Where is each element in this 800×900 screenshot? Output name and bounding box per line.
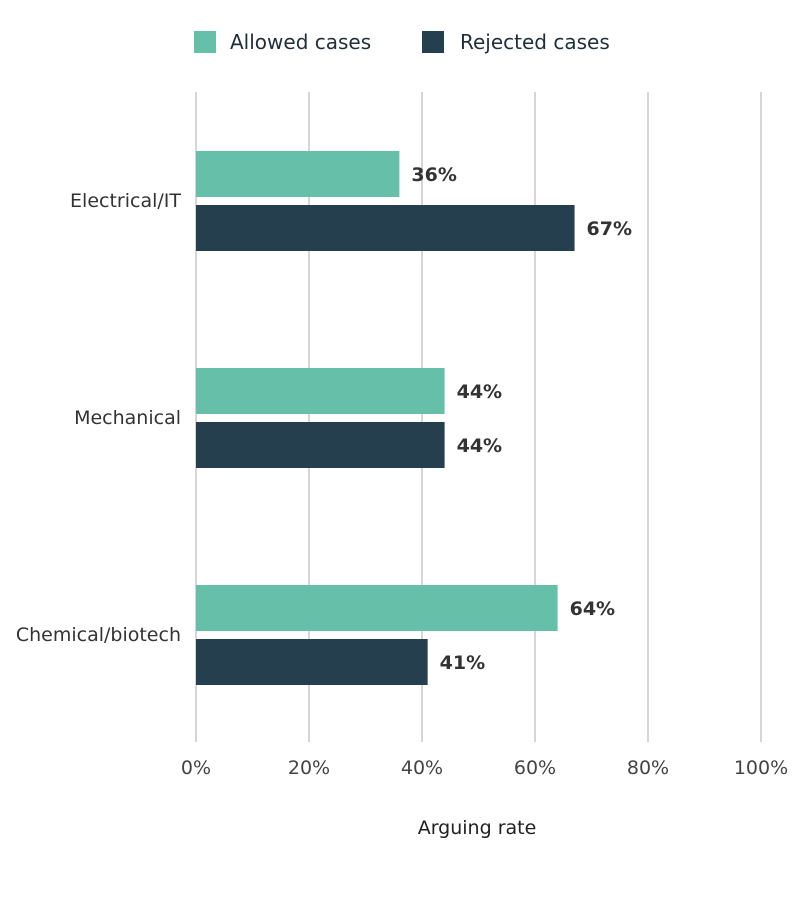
legend-swatch-allowed <box>194 31 216 53</box>
category-label-chemical-biotech: Chemical/biotech <box>16 624 181 646</box>
category-label-electrical-it: Electrical/IT <box>70 190 181 212</box>
value-label-electrical-it-rejected: 67% <box>587 218 632 240</box>
bar-mechanical-allowed <box>196 368 445 414</box>
bar-chemical-biotech-allowed <box>196 585 558 631</box>
x-tick-label-40: 40% <box>401 757 443 779</box>
bar-electrical-it-rejected <box>196 205 575 251</box>
x-tick-label-20: 20% <box>288 757 330 779</box>
x-tick-label-80: 80% <box>627 757 669 779</box>
x-axis-title: Arguing rate <box>418 817 537 839</box>
value-labels: 36% 67% 44% 44% 64% 41% <box>411 164 632 674</box>
legend: Allowed cases Rejected cases <box>194 30 610 54</box>
value-label-chemical-biotech-rejected: 41% <box>440 652 485 674</box>
x-tick-label-60: 60% <box>514 757 556 779</box>
x-axis-ticks: 0% 20% 40% 60% 80% 100% <box>181 757 788 779</box>
x-tick-label-100: 100% <box>734 757 788 779</box>
legend-swatch-rejected <box>422 31 444 53</box>
value-label-electrical-it-allowed: 36% <box>411 164 456 186</box>
gridlines <box>195 92 762 742</box>
value-label-chemical-biotech-allowed: 64% <box>570 598 615 620</box>
bar-mechanical-rejected <box>196 422 445 468</box>
bar-electrical-it-allowed <box>196 151 400 197</box>
value-label-mechanical-allowed: 44% <box>457 381 502 403</box>
legend-label-rejected: Rejected cases <box>460 30 610 54</box>
x-tick-label-0: 0% <box>181 757 211 779</box>
category-label-mechanical: Mechanical <box>74 407 181 429</box>
category-labels: Electrical/IT Mechanical Chemical/biotech <box>16 190 182 646</box>
bars <box>196 151 575 685</box>
legend-label-allowed: Allowed cases <box>230 30 371 54</box>
bar-chemical-biotech-rejected <box>196 639 428 685</box>
value-label-mechanical-rejected: 44% <box>457 435 502 457</box>
